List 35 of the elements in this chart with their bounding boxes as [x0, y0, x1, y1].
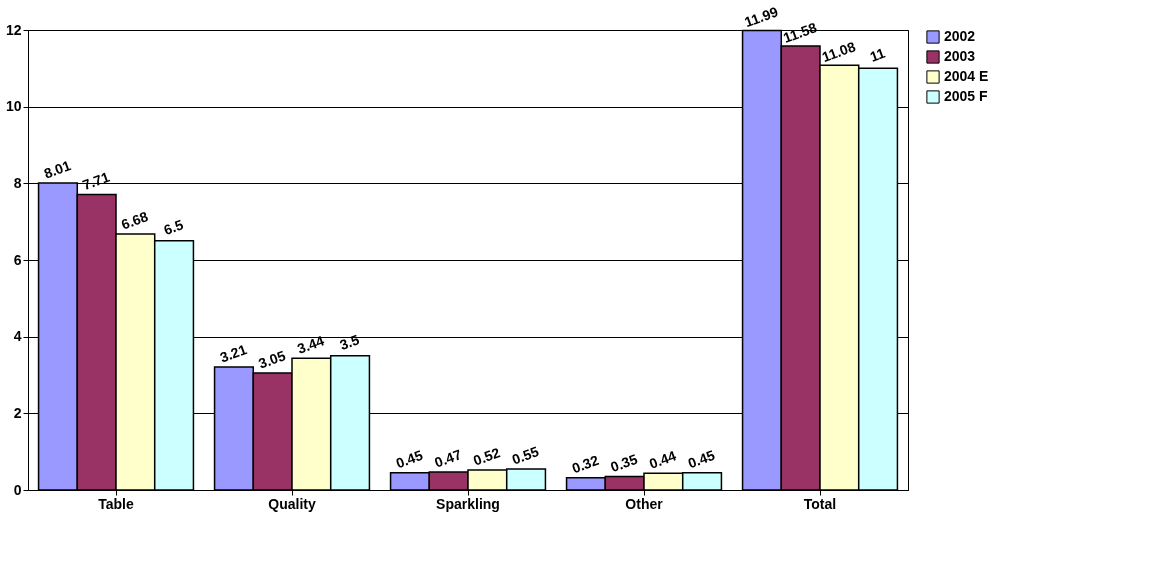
data-label: 0.35: [608, 450, 640, 476]
data-label: 0.45: [393, 446, 425, 472]
y-tick-label: 2: [13, 404, 22, 421]
data-label: 0.32: [569, 451, 601, 477]
data-label: 3.05: [256, 347, 288, 372]
x-tick-label: Other: [625, 495, 664, 512]
data-label: 3.21: [217, 341, 249, 366]
x-tick-label: Table: [98, 495, 134, 512]
data-label: 8.01: [41, 157, 73, 182]
data-label: 3.5: [337, 331, 362, 354]
y-tick-label: 10: [5, 98, 22, 115]
data-label: 0.44: [647, 447, 679, 472]
data-label: 0.52: [471, 444, 503, 469]
data-label: 6.68: [119, 208, 151, 233]
data-label: 0.55: [509, 443, 542, 468]
y-tick-label: 4: [13, 328, 22, 345]
data-label: 0.47: [432, 446, 464, 471]
data-label: 0.45: [685, 446, 718, 472]
data-label: 11.99: [742, 3, 781, 31]
y-tick-label: 8: [13, 174, 22, 191]
data-label: 11: [867, 44, 888, 65]
data-label: 11.08: [819, 38, 858, 66]
y-tick-label: 6: [13, 251, 22, 268]
y-tick-label: 12: [5, 21, 22, 38]
data-label: 6.5: [161, 216, 186, 239]
legend-label: 2002: [944, 28, 976, 44]
legend-label: 2004 E: [944, 68, 989, 84]
legend-label: 2003: [944, 48, 976, 64]
data-label: 3.44: [295, 332, 327, 357]
y-tick-label: 0: [13, 481, 22, 498]
x-tick-label: Sparkling: [436, 495, 500, 512]
x-tick-label: Quality: [268, 495, 316, 512]
x-tick-label: Total: [803, 495, 837, 512]
data-label: 7.71: [80, 168, 112, 194]
legend-label: 2005 F: [944, 88, 989, 104]
